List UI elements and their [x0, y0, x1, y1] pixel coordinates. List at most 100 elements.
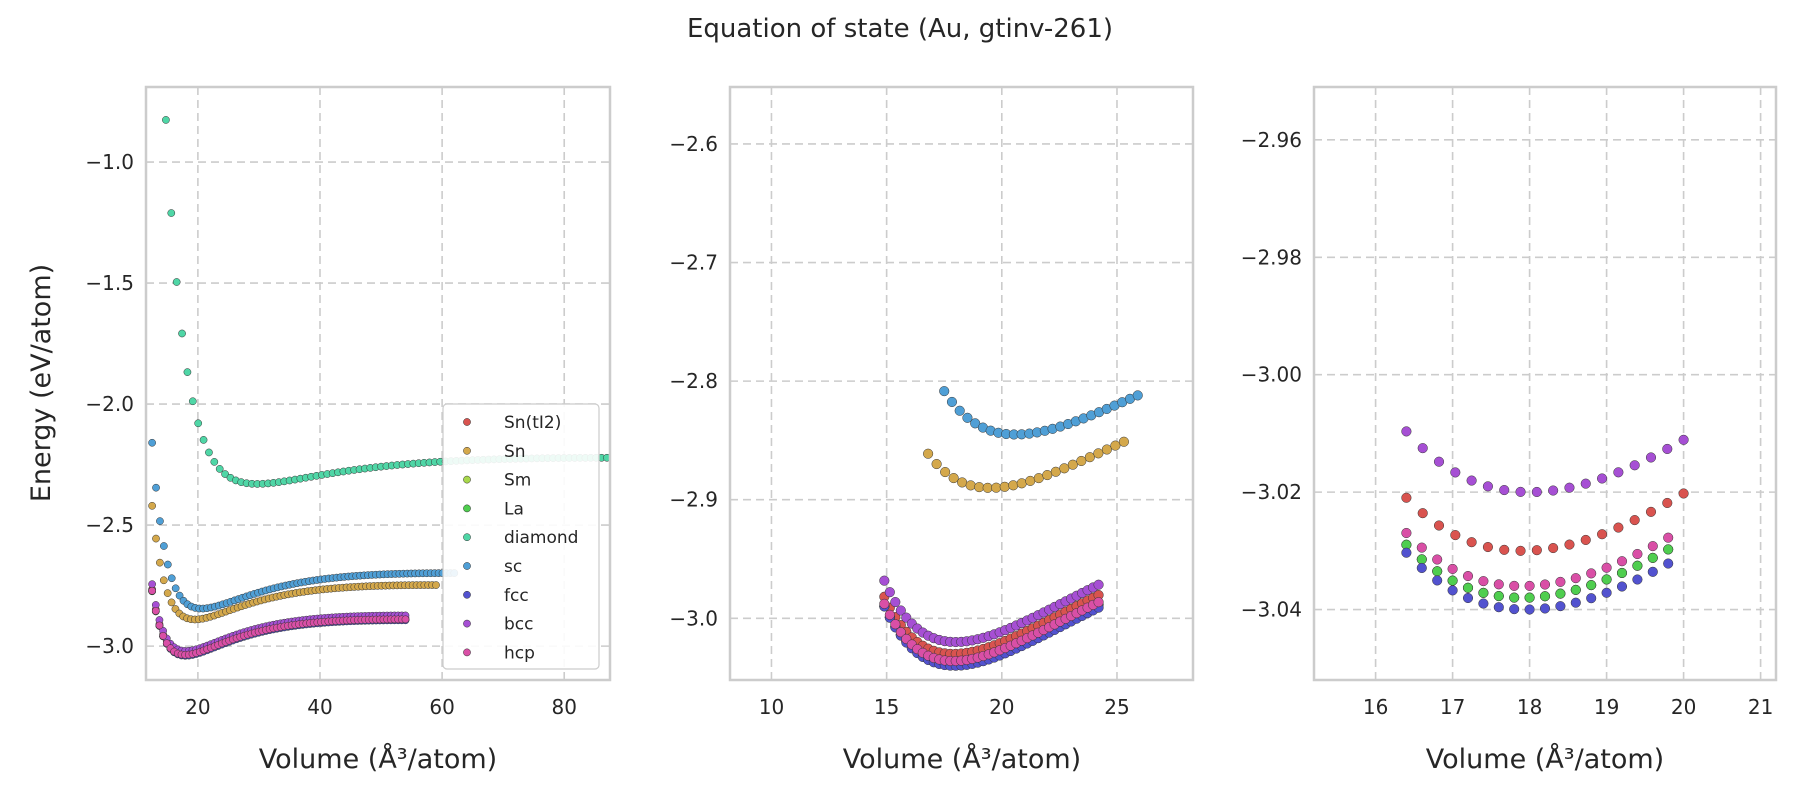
point-hcp [1539, 579, 1551, 590]
point-hcp [1555, 576, 1566, 587]
point-sc [156, 517, 164, 525]
point-la [1432, 566, 1443, 577]
point-fcc [1462, 592, 1474, 604]
point-sn-ti2 [1548, 542, 1559, 554]
x-tick-label: 17 [1440, 695, 1465, 719]
point-hcp [1462, 570, 1474, 582]
point-diamond [199, 436, 208, 444]
point-sc [160, 542, 168, 550]
point-sn [1042, 470, 1053, 481]
point-diamond [183, 368, 192, 376]
point-sn-ti2 [1417, 508, 1428, 519]
point-hcp [1416, 542, 1427, 553]
point-sn [167, 598, 176, 607]
point-la [1586, 580, 1597, 591]
point-sn [1050, 466, 1061, 477]
legend-entries: Sn(tI2) Sn Sm La diamond sc fcc bcc hcp [463, 413, 578, 663]
x-tick-label: 20 [185, 695, 210, 719]
point-fcc [1570, 597, 1581, 608]
point-sn [1033, 473, 1044, 484]
y-tick-label: −1.0 [85, 150, 134, 174]
tick-labels: 10 15 20 25 −3.0 −2.9 −2.8 −2.7 −2.6 [669, 132, 1129, 719]
y-tick-label: −3.00 [1241, 363, 1302, 387]
point-bcc [1499, 485, 1510, 496]
point-sn-ti2 [1482, 541, 1493, 553]
point-diamond [194, 419, 203, 428]
y-tick-label: −3.0 [669, 606, 718, 630]
point-hcp [1601, 562, 1612, 573]
point-la [1509, 592, 1520, 603]
plot-area [730, 87, 1193, 680]
point-sn [948, 473, 959, 484]
point-bcc [1564, 482, 1575, 493]
point-hcp [890, 619, 901, 630]
point-sn-ti2 [1645, 506, 1657, 517]
legend-label-diamond: diamond [504, 528, 578, 548]
point-hcp [148, 586, 156, 595]
point-hcp [1586, 568, 1597, 579]
point-bcc [1417, 443, 1428, 454]
panel-minimum-zoom: 16 17 18 19 20 21 −3.04 −3.02 −3.00 −2.98 −2.96 Vo… [1241, 85, 1778, 775]
y-tick-label: −3.04 [1241, 598, 1302, 622]
point-hcp [151, 607, 160, 615]
y-tick-label: −2.7 [669, 251, 718, 275]
point-sc [171, 584, 180, 593]
x-tick-label: 60 [429, 695, 454, 719]
legend-marker-sn-ti2 [463, 418, 471, 426]
point-sn [999, 481, 1010, 492]
point-sn [982, 482, 993, 493]
point-diamond [162, 116, 170, 124]
x-axis-label: Volume (Å³/atom) [843, 743, 1081, 775]
point-sn [159, 576, 168, 585]
point-sn-ti2 [1433, 520, 1445, 531]
point-sc [962, 412, 973, 423]
x-tick-label: 20 [989, 695, 1014, 719]
point-hcp [1570, 573, 1581, 584]
tick-labels: 20 40 60 80 −3.0 −2.5 −2.0 −1.5 −1.0 [85, 150, 577, 719]
point-la [1447, 575, 1458, 586]
point-sn [965, 480, 976, 491]
point-fcc [1478, 598, 1489, 609]
point-sn [1084, 452, 1095, 463]
point-hcp [401, 615, 410, 624]
figure-title: Equation of state (Au, gtinv-261) [687, 14, 1113, 44]
legend-marker-sc [463, 562, 471, 570]
point-diamond [215, 465, 224, 473]
point-hcp [1493, 579, 1504, 590]
point-sn [156, 558, 164, 567]
point-sn [974, 482, 985, 493]
point-sn-ti2 [1678, 488, 1689, 499]
point-bcc [1482, 481, 1493, 492]
point-bcc [879, 575, 890, 586]
data-points [879, 386, 1143, 671]
point-la [1555, 588, 1566, 599]
point-hcp [1509, 580, 1520, 591]
point-la [1632, 560, 1643, 571]
point-sn-ti2 [1450, 530, 1461, 541]
point-sn-ti2 [1564, 539, 1575, 550]
point-diamond [210, 458, 219, 466]
legend-marker-la [463, 504, 471, 513]
legend-marker-hcp [463, 648, 471, 657]
point-sn [148, 501, 156, 510]
legend-label-sn-ti2: Sn(tI2) [504, 413, 561, 433]
point-fcc [1663, 558, 1674, 569]
point-fcc [1509, 604, 1520, 615]
point-sn [1008, 480, 1019, 491]
point-diamond [172, 278, 181, 286]
point-bcc [1450, 467, 1461, 478]
y-tick-label: −2.0 [85, 392, 134, 416]
point-diamond [188, 397, 197, 406]
point-sc [954, 405, 965, 416]
point-sn-ti2 [1515, 545, 1526, 556]
point-bcc [1597, 473, 1608, 484]
plot-frame [1312, 85, 1778, 682]
point-hcp [1524, 580, 1535, 591]
point-la [1493, 591, 1504, 602]
x-axis-label: Volume (Å³/atom) [1426, 743, 1664, 775]
point-la [1539, 591, 1551, 602]
point-sc [1132, 390, 1143, 401]
point-sn [1067, 459, 1078, 470]
point-fcc [1647, 566, 1658, 577]
